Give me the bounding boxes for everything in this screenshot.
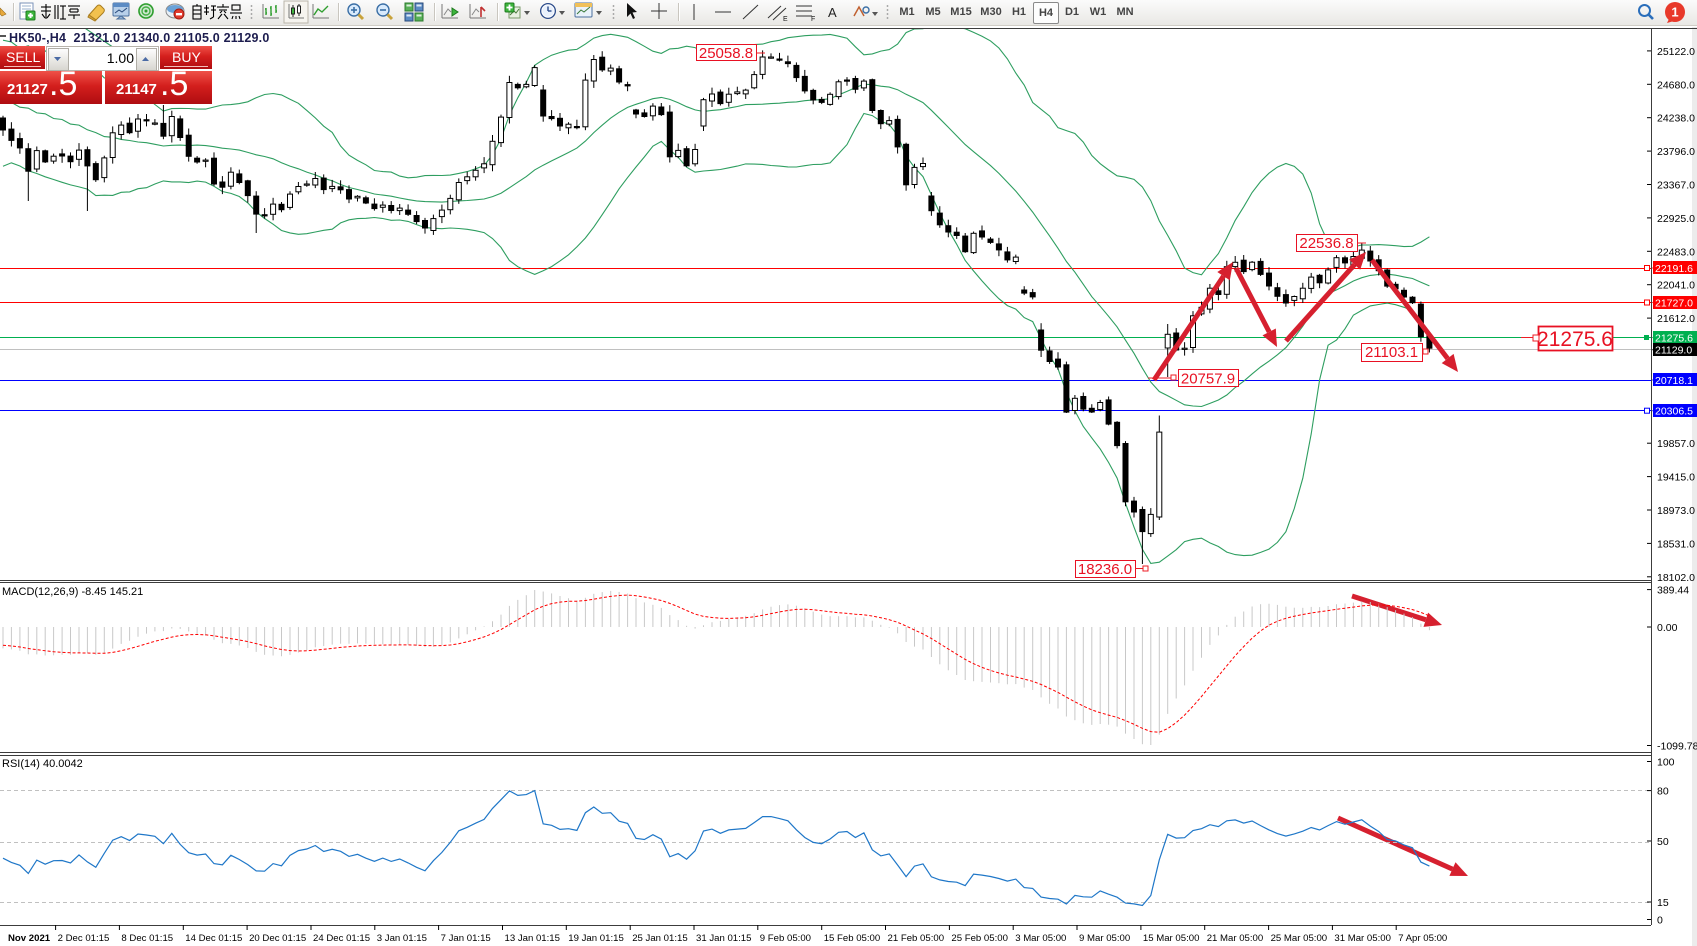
svg-text:22925.0: 22925.0: [1657, 213, 1695, 225]
svg-text:MACD(12,26,9) -8.45 145.21: MACD(12,26,9) -8.45 145.21: [2, 586, 143, 598]
svg-text:15 Mar 05:00: 15 Mar 05:00: [1143, 933, 1200, 944]
svg-text:20718.1: 20718.1: [1655, 375, 1693, 387]
svg-text:25058.8: 25058.8: [699, 45, 753, 62]
svg-text:0: 0: [1657, 915, 1663, 927]
svg-text:21275.6: 21275.6: [1537, 328, 1613, 351]
svg-text:1: 1: [1671, 5, 1678, 20]
svg-text:A: A: [828, 5, 837, 20]
svg-text:25 Jan 01:15: 25 Jan 01:15: [632, 933, 687, 944]
svg-text:22536.8: 22536.8: [1299, 235, 1353, 252]
svg-text:0.00: 0.00: [1657, 622, 1678, 634]
svg-text:31 Jan 01:15: 31 Jan 01:15: [696, 933, 751, 944]
svg-text:19415.0: 19415.0: [1657, 472, 1695, 484]
svg-text:E: E: [783, 16, 788, 23]
svg-text:9 Mar 05:00: 9 Mar 05:00: [1079, 933, 1130, 944]
svg-text:20306.5: 20306.5: [1655, 406, 1693, 418]
svg-text:25 Mar 05:00: 25 Mar 05:00: [1271, 933, 1328, 944]
svg-text:13 Jan 01:15: 13 Jan 01:15: [505, 933, 560, 944]
svg-text:21275.6: 21275.6: [1655, 333, 1693, 345]
svg-text:80: 80: [1657, 786, 1669, 798]
svg-text:21727.0: 21727.0: [1655, 298, 1693, 310]
svg-text:23796.0: 23796.0: [1657, 146, 1695, 158]
svg-text:18973.0: 18973.0: [1657, 505, 1695, 517]
svg-text:20 Dec 01:15: 20 Dec 01:15: [249, 933, 306, 944]
svg-text:18236.0: 18236.0: [1078, 561, 1132, 578]
svg-text:22191.6: 22191.6: [1655, 263, 1693, 275]
svg-text:24 Dec 01:15: 24 Dec 01:15: [313, 933, 370, 944]
svg-text:389.44: 389.44: [1657, 585, 1689, 597]
svg-text:22483.0: 22483.0: [1657, 246, 1695, 258]
svg-text:RSI(14) 40.0042: RSI(14) 40.0042: [2, 758, 83, 770]
svg-text:22041.0: 22041.0: [1657, 280, 1695, 292]
svg-text:25 Feb 05:00: 25 Feb 05:00: [951, 933, 1008, 944]
svg-text:21 Feb 05:00: 21 Feb 05:00: [888, 933, 945, 944]
svg-text:24680.0: 24680.0: [1657, 79, 1695, 91]
svg-text:31 Mar 05:00: 31 Mar 05:00: [1334, 933, 1391, 944]
svg-text:50: 50: [1657, 836, 1669, 848]
svg-text:21 Mar 05:00: 21 Mar 05:00: [1207, 933, 1264, 944]
svg-text:15 Feb 05:00: 15 Feb 05:00: [824, 933, 881, 944]
svg-text:14 Dec 01:15: 14 Dec 01:15: [185, 933, 242, 944]
svg-text:3 Jan 01:15: 3 Jan 01:15: [377, 933, 427, 944]
svg-text:18102.0: 18102.0: [1657, 572, 1695, 584]
svg-text:7 Apr 05:00: 7 Apr 05:00: [1398, 933, 1447, 944]
svg-text:25122.0: 25122.0: [1657, 46, 1695, 58]
svg-text:-1099.78: -1099.78: [1657, 741, 1697, 753]
svg-text:21129.0: 21129.0: [1655, 345, 1692, 357]
svg-text:19 Jan 01:15: 19 Jan 01:15: [568, 933, 623, 944]
svg-text:21103.1: 21103.1: [1365, 344, 1418, 361]
svg-text:8 Dec 01:15: 8 Dec 01:15: [121, 933, 173, 944]
svg-text:2 Dec 01:15: 2 Dec 01:15: [58, 933, 110, 944]
svg-text:3 Mar 05:00: 3 Mar 05:00: [1015, 933, 1066, 944]
svg-text:18531.0: 18531.0: [1657, 538, 1695, 550]
svg-text:24238.0: 24238.0: [1657, 113, 1695, 125]
svg-text:F: F: [811, 16, 815, 23]
svg-text:23367.0: 23367.0: [1657, 180, 1695, 192]
svg-text:Nov 2021: Nov 2021: [8, 933, 51, 944]
svg-text:7 Jan 01:15: 7 Jan 01:15: [441, 933, 491, 944]
svg-text:15: 15: [1657, 897, 1669, 909]
svg-text:9 Feb 05:00: 9 Feb 05:00: [760, 933, 811, 944]
svg-text:20757.9: 20757.9: [1181, 370, 1235, 387]
svg-text:21612.0: 21612.0: [1657, 313, 1695, 325]
svg-text:100: 100: [1657, 757, 1675, 769]
svg-text:19857.0: 19857.0: [1657, 438, 1695, 450]
